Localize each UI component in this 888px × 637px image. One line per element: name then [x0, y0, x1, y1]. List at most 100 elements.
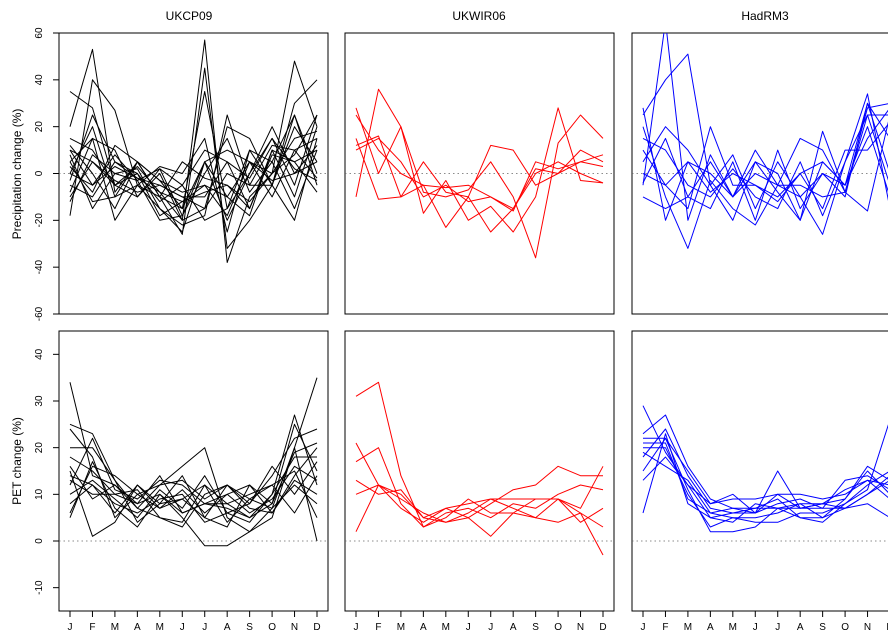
- series-line: [355, 107, 604, 233]
- x-tick-label: O: [268, 622, 276, 632]
- series-line: [355, 138, 604, 210]
- column-title-ukwir06: UKWIR06: [452, 9, 506, 23]
- x-tick-label: J: [488, 622, 493, 632]
- x-tick-label: J: [775, 622, 780, 632]
- series-line: [642, 114, 888, 249]
- series-line: [355, 442, 603, 519]
- series-line: [69, 466, 318, 514]
- x-tick-label: A: [707, 622, 714, 632]
- series-line: [69, 137, 318, 198]
- series-line: [643, 442, 888, 519]
- series-line: [355, 135, 604, 198]
- series-line: [642, 123, 888, 210]
- x-tick-label: M: [397, 622, 405, 632]
- panel-frame: [344, 330, 615, 612]
- y-tick-label: 30: [34, 395, 45, 407]
- x-tick-label: A: [134, 622, 141, 632]
- series-line: [355, 447, 604, 528]
- series-line: [355, 479, 604, 523]
- series-line: [642, 437, 888, 533]
- x-tick-label: F: [662, 622, 668, 632]
- x-tick-label: J: [641, 622, 646, 632]
- column-title-hadrm3: HadRM3: [741, 9, 789, 23]
- column-title-ukcp09: UKCP09: [166, 9, 213, 23]
- series-group: [642, 33, 888, 249]
- y-tick-label: 60: [34, 27, 45, 39]
- x-tick-label: M: [111, 622, 119, 632]
- x-tick-label: M: [156, 622, 164, 632]
- series-line: [69, 442, 318, 528]
- x-tick-label: O: [841, 622, 849, 632]
- series-group: [642, 405, 888, 533]
- panel-frame: [344, 32, 615, 315]
- panel-3: [631, 32, 888, 315]
- series-line: [69, 137, 318, 221]
- y-tick-label: 20: [34, 121, 45, 133]
- y-tick-label: 0: [34, 170, 45, 176]
- x-tick-label: M: [729, 622, 737, 632]
- x-tick-label: M: [684, 622, 692, 632]
- x-tick-label: J: [354, 622, 359, 632]
- series-line: [642, 433, 888, 523]
- panel-frame: [58, 32, 329, 315]
- panel-4: -10 0 10 20 30 40 J F M A M J J A S O N D: [34, 330, 329, 633]
- x-tick-label: F: [375, 622, 381, 632]
- x-tick-label: D: [313, 622, 320, 632]
- y-tick-label: -60: [34, 306, 45, 321]
- series-line: [69, 465, 318, 523]
- series-line: [69, 126, 318, 210]
- series-group: [355, 381, 604, 556]
- x-tick-label: S: [246, 622, 253, 632]
- x-tick-label: A: [510, 622, 517, 632]
- series-line: [69, 465, 318, 514]
- y-tick-label: 0: [34, 538, 45, 544]
- panel-2: [344, 32, 615, 315]
- series-line: [355, 484, 604, 537]
- series-group: [69, 39, 318, 263]
- x-tick-label: S: [819, 622, 826, 632]
- series-line: [642, 451, 888, 519]
- x-tick-label: O: [554, 622, 562, 632]
- series-line: [69, 479, 318, 528]
- x-tick-label: J: [180, 622, 185, 632]
- series-line: [69, 437, 318, 518]
- x-tick-label: N: [291, 622, 298, 632]
- series-group: [355, 88, 604, 259]
- series-line: [642, 102, 888, 210]
- x-tick-label: J: [68, 622, 73, 632]
- series-line: [69, 414, 318, 523]
- x-tick-label: S: [532, 622, 539, 632]
- panel-frame: [631, 330, 888, 612]
- series-line: [69, 67, 318, 249]
- x-tick-label: N: [577, 622, 584, 632]
- x-tick-label: D: [886, 622, 888, 632]
- series-line: [642, 102, 888, 210]
- x-tick-label: D: [599, 622, 606, 632]
- series-line: [642, 456, 888, 505]
- y-tick-label: 10: [34, 488, 45, 500]
- y-tick-label: -10: [34, 580, 45, 595]
- series-line: [355, 381, 604, 528]
- series-line: [69, 114, 318, 233]
- x-tick-label: M: [442, 622, 450, 632]
- x-tick-label: A: [420, 622, 427, 632]
- series-line: [642, 121, 888, 212]
- y-tick-label: 40: [34, 348, 45, 360]
- series-line: [69, 114, 318, 217]
- y-tick-label: 20: [34, 442, 45, 454]
- x-tick-label: A: [224, 622, 231, 632]
- panel-frame: [58, 330, 329, 612]
- series-line: [642, 53, 888, 221]
- series-line: [69, 114, 318, 221]
- x-tick-label: F: [89, 622, 95, 632]
- series-line: [355, 137, 604, 212]
- series-line: [355, 114, 604, 233]
- y-tick-label: 40: [34, 74, 45, 86]
- y-tick-label: -20: [34, 213, 45, 228]
- ylabel-pet: PET change (%): [10, 417, 24, 505]
- ylabel-precipitation: Precipitation change (%): [10, 109, 24, 240]
- y-tick-label: -40: [34, 260, 45, 275]
